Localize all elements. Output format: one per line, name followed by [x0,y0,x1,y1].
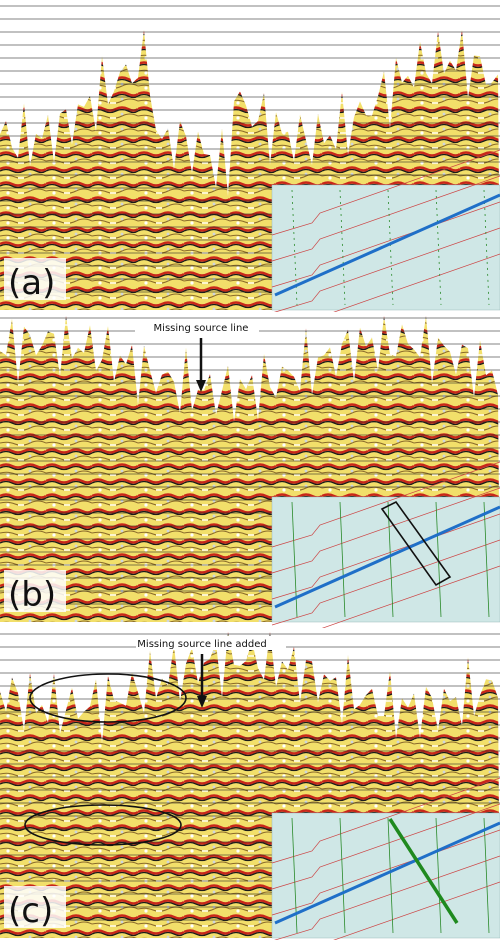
annotation: Missing source line [154,323,249,334]
inset-background [272,185,500,310]
panel: Missing source line added (c) [0,628,500,940]
panel-label: (c) [8,891,53,931]
figure: (a)Missing source line(b)Missing source … [0,0,500,940]
inset-background [272,813,500,938]
panels: (a)Missing source line(b)Missing source … [0,0,500,940]
panel: Missing source line (b) [0,312,500,651]
panel-label: (a) [8,263,55,303]
panel: (a) [0,0,500,339]
annotation: Missing source line added [137,639,266,650]
panel-label: (b) [8,575,56,615]
